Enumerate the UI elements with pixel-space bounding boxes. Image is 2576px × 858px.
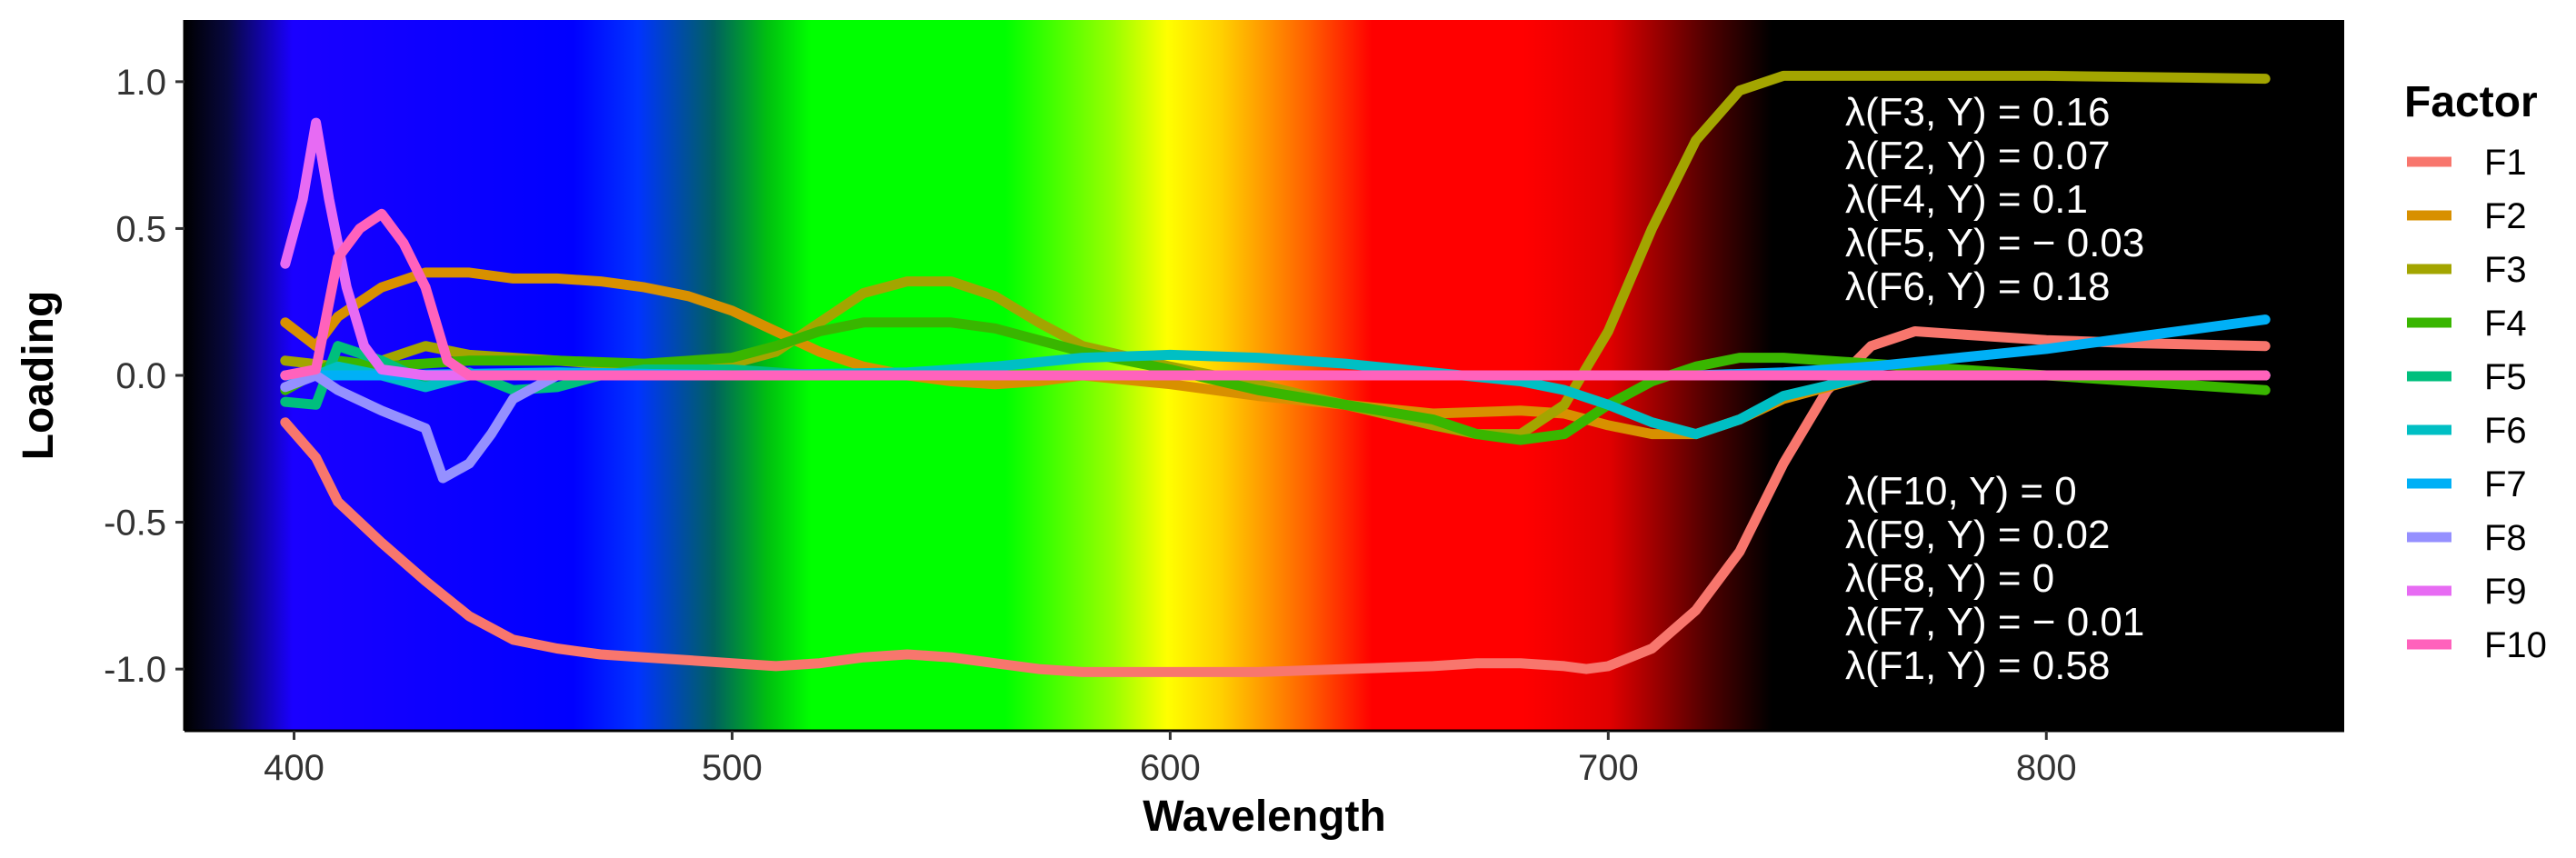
legend-item-f6: F6: [2407, 411, 2527, 451]
loading-annotation: λ(F6, Y) = 0.18: [1845, 264, 2110, 309]
x-ticks: 400 500 600 700 800: [264, 731, 2077, 788]
loading-annotation: λ(F8, Y) = 0: [1845, 556, 2054, 601]
series-line-f2: [280, 267, 2271, 440]
series-line-f10: [280, 208, 2271, 381]
legend-item-f5: F5: [2407, 357, 2527, 397]
loading-annotation: λ(F1, Y) = 0.58: [1845, 644, 2110, 688]
y-tick-label: 0.5: [115, 209, 166, 249]
loading-annotation: λ(F10, Y) = 0: [1845, 469, 2077, 514]
loading-annotation: λ(F7, Y) = − 0.01: [1845, 600, 2144, 644]
legend-item-f3: F3: [2407, 250, 2527, 290]
series-lines: [280, 70, 2271, 677]
legend-label: F7: [2484, 464, 2527, 504]
legend-title: Factor: [2404, 78, 2538, 126]
legend-item-f2: F2: [2407, 196, 2527, 236]
series-line-f6: [280, 349, 2271, 440]
legend-label: F5: [2484, 357, 2527, 397]
legend-item-f7: F7: [2407, 464, 2527, 504]
x-tick-label: 600: [1140, 748, 1201, 788]
loading-annotation: λ(F3, Y) = 0.16: [1845, 90, 2110, 135]
legend-label: F8: [2484, 518, 2527, 558]
y-ticks: 1.0 0.5 0.0 -0.5 -1.0: [104, 63, 185, 690]
y-tick-label: -1.0: [104, 650, 166, 690]
loading-annotation: λ(F5, Y) = − 0.03: [1845, 221, 2144, 265]
y-tick-label: 0.0: [115, 356, 166, 396]
loading-annotation: λ(F4, Y) = 0.1: [1845, 177, 2088, 222]
legend-item-f4: F4: [2407, 304, 2527, 344]
legend-item-f9: F9: [2407, 572, 2527, 612]
legend-label: F1: [2484, 143, 2527, 183]
legend: Factor F1 F2 F3 F4 F5 F6 F7 F8 F9 F10: [2404, 78, 2547, 665]
loading-annotation: λ(F9, Y) = 0.02: [1845, 513, 2110, 557]
legend-item-f1: F1: [2407, 143, 2527, 183]
loading-annotation: λ(F2, Y) = 0.07: [1845, 134, 2110, 178]
x-tick-label: 500: [702, 748, 763, 788]
x-tick-label: 800: [2016, 748, 2077, 788]
legend-label: F3: [2484, 250, 2527, 290]
y-axis-title: Loading: [15, 291, 63, 461]
legend-label: F9: [2484, 572, 2527, 612]
series-line-f1: [280, 326, 2271, 677]
legend-item-f10: F10: [2407, 625, 2547, 665]
y-tick-label: -0.5: [104, 504, 166, 544]
x-tick-label: 400: [264, 748, 324, 788]
x-axis-title: Wavelength: [1143, 793, 1386, 841]
legend-label: F2: [2484, 196, 2527, 236]
x-tick-label: 700: [1578, 748, 1639, 788]
legend-label: F10: [2484, 625, 2547, 665]
loading-annotations: λ(F3, Y) = 0.16λ(F2, Y) = 0.07λ(F4, Y) =…: [1845, 90, 2144, 688]
legend-label: F4: [2484, 304, 2527, 344]
legend-label: F6: [2484, 411, 2527, 451]
y-tick-label: 1.0: [115, 63, 166, 103]
legend-item-f8: F8: [2407, 518, 2527, 558]
